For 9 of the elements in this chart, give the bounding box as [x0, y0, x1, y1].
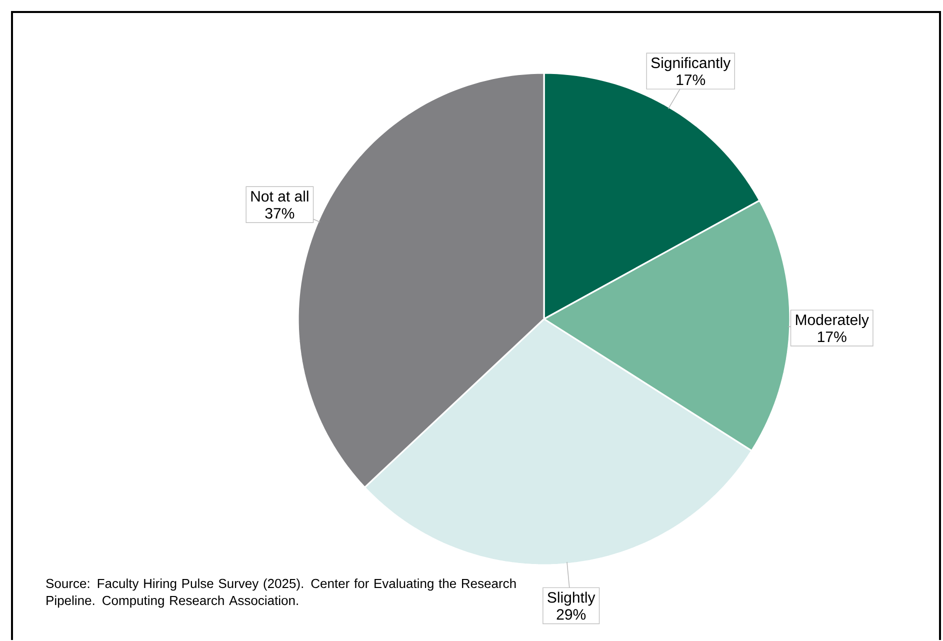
- data-label: 17%: [818, 332, 846, 342]
- data-label: 37%: [265, 208, 294, 219]
- data-label: 17%: [676, 74, 706, 86]
- slice-label: Moderately: [796, 314, 869, 328]
- source-note: Source: Faculty Hiring Pulse Survey (2025). Center for Evaluating the Research Pipeline. Computing Research Association.: [46, 578, 516, 608]
- slice-label: Significantly: [651, 57, 731, 72]
- slice-label: Slightly: [548, 592, 596, 606]
- data-label: 29%: [556, 609, 586, 620]
- slice-label: Not at all: [251, 190, 308, 202]
